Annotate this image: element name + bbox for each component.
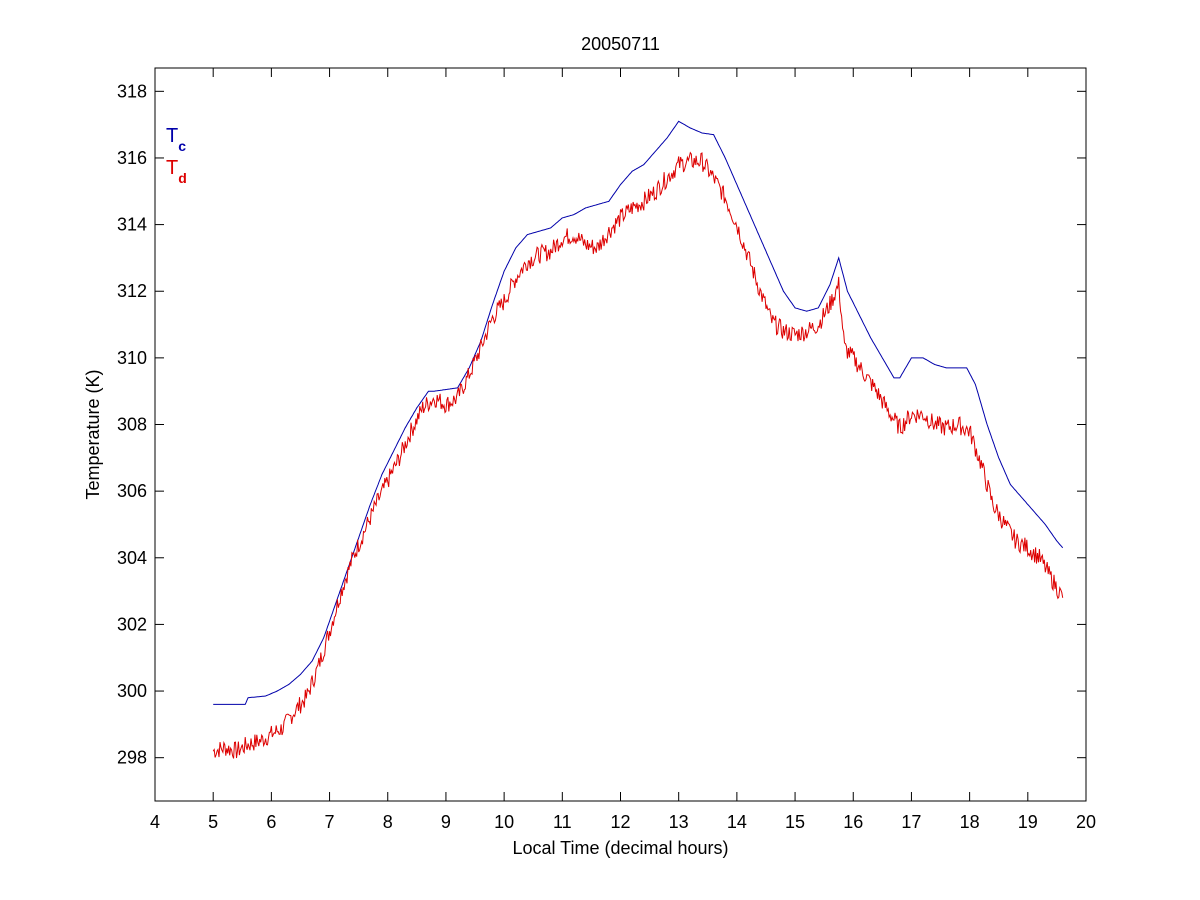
x-tick-label: 15 [785, 812, 805, 832]
x-tick-label: 12 [610, 812, 630, 832]
x-tick-label: 10 [494, 812, 514, 832]
x-tick-label: 16 [843, 812, 863, 832]
x-tick-label: 13 [669, 812, 689, 832]
x-tick-label: 5 [208, 812, 218, 832]
y-tick-label: 298 [117, 748, 147, 768]
x-tick-label: 19 [1018, 812, 1038, 832]
legend-entry: Td [166, 157, 187, 186]
series-layer [212, 120, 1064, 759]
legend-subscript: c [178, 138, 186, 154]
y-tick-label: 316 [117, 148, 147, 168]
legend-entry: Tc [166, 125, 186, 154]
chart-title: 20050711 [581, 34, 660, 54]
legend-symbol: T [166, 125, 178, 147]
series-line-0 [213, 120, 1064, 705]
x-tick-label: 4 [150, 812, 160, 832]
y-axis: 298 300 302 304 306 308 310 312 314 316 318 [117, 81, 1086, 768]
y-tick-label: 318 [117, 81, 147, 101]
x-tick-label: 11 [553, 812, 572, 832]
x-tick-label: 9 [441, 812, 451, 832]
y-tick-label: 310 [117, 348, 147, 368]
y-tick-label: 306 [117, 481, 147, 501]
x-tick-label: 20 [1076, 812, 1096, 832]
x-tick-label: 14 [727, 812, 747, 832]
x-axis-label: Local Time (decimal hours) [512, 838, 728, 858]
x-tick-label: 8 [383, 812, 393, 832]
y-tick-label: 308 [117, 415, 147, 435]
x-axis: 4 5 6 7 8 9 10 11 12 13 14 15 16 17 18 19 20 [150, 68, 1096, 832]
series-line-1 [212, 151, 1064, 759]
x-tick-label: 18 [960, 812, 980, 832]
legend-subscript: d [178, 170, 187, 186]
x-tick-label: 17 [901, 812, 921, 832]
y-tick-label: 302 [117, 614, 147, 634]
y-tick-label: 304 [117, 548, 147, 568]
y-tick-label: 312 [117, 281, 147, 301]
y-axis-label: Temperature (K) [83, 369, 103, 499]
x-tick-label: 6 [266, 812, 276, 832]
y-tick-label: 300 [117, 681, 147, 701]
y-tick-label: 314 [117, 215, 147, 235]
legend-symbol: T [166, 157, 178, 179]
x-tick-label: 7 [325, 812, 335, 832]
